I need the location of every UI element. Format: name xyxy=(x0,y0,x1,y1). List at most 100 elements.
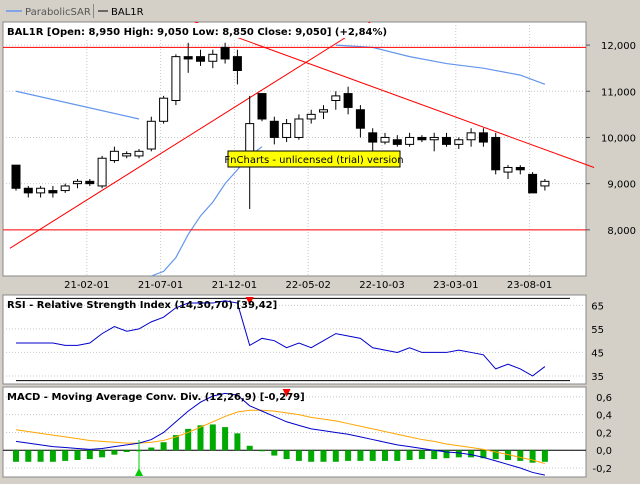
candle-up xyxy=(60,185,70,192)
candle-up xyxy=(466,132,476,141)
macd-histogram-bar xyxy=(246,445,253,451)
price-x-tick-label: 22-05-02 xyxy=(286,280,331,291)
rsi-y-axis: 65 55 45 35 xyxy=(591,301,604,383)
candle-up xyxy=(331,95,341,102)
macd-histogram-bar xyxy=(382,450,388,461)
price-x-tick-label: 22-10-03 xyxy=(359,280,404,291)
macd-histogram-bar xyxy=(431,450,438,460)
macd-histogram-bar xyxy=(62,450,69,461)
macd-histogram-bar xyxy=(172,435,179,451)
macd-histogram-bar xyxy=(283,450,290,460)
rsi-y-tick-label: 35 xyxy=(591,372,604,383)
candle-up xyxy=(36,187,46,194)
rsi-panel[interactable]: RSI - Relative Strength Index (14,30,70)… xyxy=(2,294,604,385)
candle-up xyxy=(159,97,169,122)
rsi-signal-marker xyxy=(245,297,254,305)
rsi-y-tick-label: 45 xyxy=(591,348,604,359)
macd-histogram-bar xyxy=(418,450,425,460)
macd-histogram-bar xyxy=(295,450,302,461)
candles xyxy=(11,42,550,210)
legend-separator xyxy=(93,4,94,18)
macd-histogram-bar xyxy=(406,450,413,460)
macd-histogram-bar xyxy=(394,450,401,461)
macd-histogram-bar xyxy=(271,450,278,456)
rsi-y-tick-label: 55 xyxy=(591,325,604,336)
macd-y-tick-label: -0,2 xyxy=(592,464,612,475)
candle-up xyxy=(109,150,119,162)
price-y-tick-label: 9,000 xyxy=(607,180,636,191)
macd-histogram-bar xyxy=(541,450,548,462)
macd-histogram-bar xyxy=(320,450,327,462)
symbol-legend-label[interactable]: BAL1R xyxy=(111,7,144,18)
rsi-y-tick-label: 65 xyxy=(591,301,604,312)
macd-histogram-bar xyxy=(111,450,118,455)
macd-y-tick-label: 0,0 xyxy=(596,446,612,457)
price-x-tick-label: 23-08-01 xyxy=(507,280,552,291)
trend-line xyxy=(194,21,595,168)
macd-histogram-bar xyxy=(468,450,475,458)
macd-histogram-bar xyxy=(222,427,229,451)
sar-line xyxy=(15,90,140,120)
macd-histogram-bar xyxy=(37,450,44,462)
macd-histogram-bar xyxy=(480,450,487,459)
candle-up xyxy=(146,120,156,150)
candle-down xyxy=(11,164,21,189)
price-x-tick-label: 21-02-01 xyxy=(64,280,109,291)
candle-down xyxy=(491,136,501,171)
price-header: BAL1R [Open: 8,950 High: 9,050 Low: 8,85… xyxy=(4,23,404,38)
candle-down xyxy=(269,120,279,138)
macd-histogram-bar xyxy=(455,450,462,458)
macd-header-text: MACD - Moving Average Conv. Div. (12,26,… xyxy=(7,392,305,403)
macd-histogram-bar xyxy=(369,450,376,461)
watermark-text: FnCharts - unlicensed (trial) version xyxy=(224,155,403,166)
price-x-tick-label: 23-03-01 xyxy=(433,280,478,291)
candle-up xyxy=(405,136,415,145)
price-y-tick-label: 12,000 xyxy=(601,41,636,52)
candle-down xyxy=(478,132,488,143)
macd-histogram-bar xyxy=(160,442,167,451)
rsi-line xyxy=(16,300,546,377)
rsi-plot-area[interactable] xyxy=(2,294,587,385)
sar-legend-label[interactable]: ParabolicSAR xyxy=(25,7,91,18)
macd-histogram-bar xyxy=(86,450,93,460)
trend-lines xyxy=(3,21,595,249)
macd-histogram-bar xyxy=(332,450,339,462)
macd-histogram-bar xyxy=(529,450,536,463)
macd-histogram-bar xyxy=(123,450,130,452)
candle-up xyxy=(171,56,181,102)
candle-down xyxy=(183,56,193,60)
price-panel[interactable]: BAL1R [Open: 8,950 High: 9,050 Low: 8,85… xyxy=(2,21,636,291)
macd-histogram-bar xyxy=(185,428,192,451)
candle-down xyxy=(417,136,427,141)
price-y-tick-label: 11,000 xyxy=(601,87,636,98)
candle-up xyxy=(122,153,132,157)
macd-sell-marker xyxy=(282,389,291,397)
price-plot-area[interactable] xyxy=(2,21,587,277)
macd-y-tick-label: 0,6 xyxy=(596,393,612,404)
legend-bar: ParabolicSAR BAL1R xyxy=(6,4,144,18)
price-y-tick-label: 8,000 xyxy=(607,226,636,237)
candle-down xyxy=(355,109,365,129)
price-y-tick-label: 10,000 xyxy=(601,133,636,144)
macd-panel[interactable]: MACD - Moving Average Conv. Div. (12,26,… xyxy=(2,386,612,478)
macd-y-axis: 0,6 0,4 0,2 0,0 -0,2 xyxy=(592,393,612,475)
macd-histogram-bar xyxy=(357,450,364,461)
macd-series xyxy=(13,389,548,476)
price-x-tick-label: 21-07-01 xyxy=(138,280,183,291)
candle-up xyxy=(503,166,513,173)
candle-down xyxy=(442,136,451,145)
macd-histogram-bar xyxy=(74,450,81,460)
candle-up xyxy=(540,180,550,187)
rsi-series xyxy=(16,297,546,377)
watermark-box xyxy=(227,150,401,168)
candle-down xyxy=(368,132,378,143)
candle-up xyxy=(134,150,144,157)
macd-line xyxy=(15,392,546,476)
macd-histogram-bar xyxy=(49,450,56,462)
price-x-tick-label: 21-12-01 xyxy=(212,280,257,291)
candle-up xyxy=(319,109,328,113)
candle-up xyxy=(380,136,390,143)
candle-up xyxy=(282,123,292,138)
price-x-axis: 21-02-01 21-07-01 21-12-01 22-05-02 22-10-03… xyxy=(64,280,552,291)
